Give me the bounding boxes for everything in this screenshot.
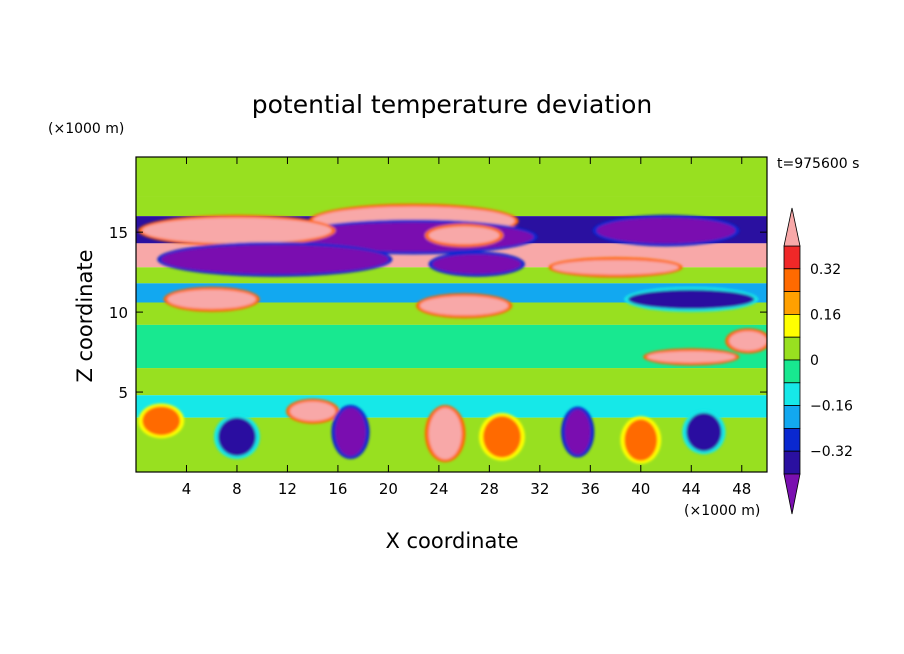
colorbar-segment-7 [783,405,801,429]
y-unit-label: (×1000 m) [48,121,124,137]
y-tick-label-2: 15 [109,224,128,242]
x-tick-label-0: 4 [182,480,192,498]
x-tick-label-2: 12 [278,480,297,498]
x-unit-label: (×1000 m) [684,503,760,519]
chart-title: potential temperature deviation [252,90,652,119]
colorbar-segment-0 [783,245,801,270]
x-tick-label-1: 8 [232,480,242,498]
x-tick-label-10: 44 [682,480,701,498]
x-axis-ticks: 4 8 12 16 20 24 28 32 36 40 44 48 [182,157,751,498]
colorbar-label-1: 0.16 [810,307,841,323]
colorbar-segment-1 [783,268,801,292]
contour-feature-14 [289,401,336,421]
y-axis-ticks: 5 10 15 [109,224,767,402]
contour-feature-20 [483,416,521,458]
colorbar-segment-3 [783,313,801,338]
contour-band-8 [136,368,767,396]
x-tick-label-9: 40 [631,480,650,498]
x-tick-label-3: 16 [328,480,347,498]
time-label: t=975600 s [777,156,859,172]
x-tick-label-4: 20 [379,480,398,498]
contour-feature-8 [628,289,755,309]
x-tick-label-11: 48 [732,480,751,498]
contour-feature-4 [428,226,500,245]
contour-feature-16 [565,409,591,455]
colorbar-label-2: 0 [810,353,819,369]
contour-feature-6 [432,254,521,274]
contour-feature-11 [647,351,736,363]
x-tick-label-8: 36 [581,480,600,498]
contour-feature-15 [335,408,366,457]
contour-band-5 [136,283,767,303]
y-axis-label: Z coordinate [73,249,97,382]
colorbar-segment-6 [783,382,801,406]
contour-band-0 [136,157,767,197]
colorbar-segment-5 [783,359,801,384]
contour-feature-19 [142,406,181,436]
contour-feature-17 [218,417,256,457]
colorbar-extend-top [783,207,801,247]
contour-feature-3 [161,244,389,274]
plot-field [136,157,767,472]
colorbar-segment-4 [783,336,801,361]
contour-feature-7 [552,260,679,275]
plot-frame [135,156,768,473]
contour-feature-10 [167,289,256,309]
contour-feature-12 [729,331,767,351]
contour-feature-18 [686,412,722,452]
colorbar: 0.32 0.16 0 −0.16 −0.32 [783,207,853,515]
colorbar-label-0: 0.32 [810,262,841,278]
contour-feature-2 [142,217,332,244]
x-tick-label-7: 32 [530,480,549,498]
colorbar-segment-8 [783,427,801,452]
y-tick-label-0: 5 [118,384,128,402]
colorbar-label-3: −0.16 [810,399,853,415]
y-tick-label-1: 10 [109,304,128,322]
colorbar-segment-9 [783,450,801,475]
contour-feature-21 [624,419,658,461]
colorbar-label-4: −0.32 [810,444,853,460]
contour-features [138,203,767,464]
contour-feature-5 [596,217,736,244]
x-tick-label-5: 24 [429,480,448,498]
contour-feature-13 [428,408,462,460]
x-tick-label-6: 28 [480,480,499,498]
contour-feature-9 [419,296,509,316]
colorbar-segment-2 [783,291,801,315]
x-axis-label: X coordinate [385,529,518,553]
colorbar-extend-bottom [783,473,801,515]
